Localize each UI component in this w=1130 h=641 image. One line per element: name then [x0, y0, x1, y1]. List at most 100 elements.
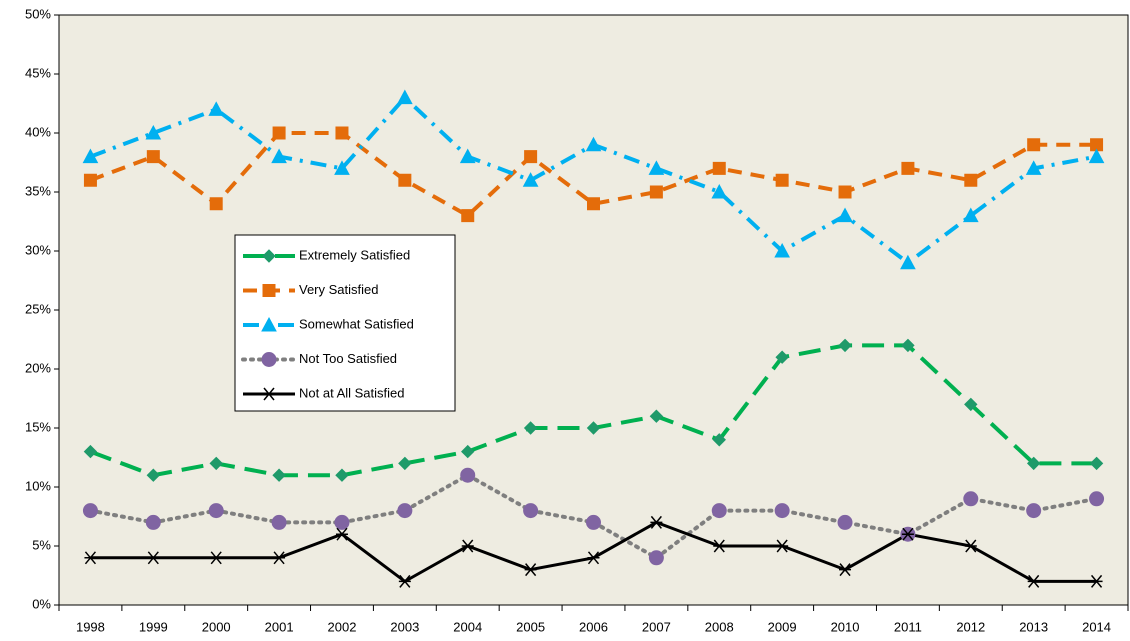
x-tick-label: 2009 [768, 619, 797, 634]
marker [524, 563, 537, 577]
x-tick-label: 2003 [390, 619, 419, 634]
marker [82, 503, 98, 519]
marker [650, 515, 663, 529]
marker [587, 197, 600, 211]
marker [712, 161, 726, 175]
legend-marker [263, 387, 275, 401]
y-tick-label: 45% [25, 65, 51, 80]
marker [1090, 138, 1104, 152]
marker [522, 172, 539, 187]
marker [459, 148, 476, 164]
y-tick-label: 10% [25, 478, 51, 493]
marker [397, 503, 413, 519]
marker [145, 124, 162, 140]
marker [461, 444, 475, 459]
marker [1089, 491, 1105, 507]
marker [900, 254, 916, 270]
marker [774, 242, 790, 258]
y-tick-label: 50% [25, 6, 51, 21]
marker [335, 468, 349, 482]
x-tick-label: 2012 [956, 619, 985, 634]
marker [461, 209, 475, 223]
marker [774, 503, 790, 519]
marker [397, 89, 413, 105]
marker [208, 101, 225, 116]
marker [962, 207, 979, 223]
marker [648, 160, 665, 175]
y-tick-label: 35% [25, 183, 51, 198]
marker [460, 467, 476, 483]
marker [272, 126, 286, 140]
legend-label: Not at All Satisfied [299, 385, 405, 400]
marker [334, 514, 350, 530]
marker [523, 421, 538, 435]
legend-label: Not Too Satisfied [299, 351, 397, 366]
y-tick-label: 15% [25, 419, 51, 434]
x-tick-label: 2002 [328, 619, 357, 634]
marker [335, 527, 348, 541]
y-tick-label: 30% [25, 242, 51, 257]
marker [838, 185, 852, 199]
marker [271, 514, 287, 530]
legend-box [234, 234, 456, 412]
marker [335, 126, 349, 140]
marker [585, 136, 602, 152]
marker [209, 197, 223, 211]
marker [964, 539, 977, 553]
x-tick-label: 2011 [894, 619, 922, 634]
marker [586, 421, 601, 435]
marker [461, 539, 474, 553]
marker [1027, 138, 1041, 152]
marker [272, 468, 286, 482]
y-tick-label: 40% [25, 124, 51, 139]
marker [147, 551, 160, 565]
marker [524, 150, 538, 164]
x-tick-label: 2004 [453, 619, 482, 634]
marker [964, 397, 978, 412]
marker [1089, 456, 1104, 471]
marker [837, 207, 853, 223]
marker [273, 551, 286, 565]
marker [146, 468, 161, 482]
marker [712, 433, 726, 447]
x-tick-label: 2001 [265, 619, 294, 634]
marker [711, 183, 728, 199]
legend-marker [261, 352, 277, 367]
legend-label: Somewhat Satisfied [299, 316, 414, 331]
x-tick-label: 2014 [1082, 619, 1111, 634]
marker [208, 503, 224, 519]
marker [1026, 456, 1041, 471]
marker [145, 514, 161, 530]
marker [963, 491, 979, 507]
marker [523, 503, 539, 519]
legend-marker [261, 316, 277, 332]
marker [398, 456, 412, 471]
marker [837, 514, 853, 530]
series-line [89, 131, 1097, 219]
marker [775, 173, 789, 187]
marker [711, 503, 727, 519]
marker [210, 551, 223, 565]
marker [1090, 574, 1103, 588]
legend-label: Very Satisfied [299, 282, 379, 297]
marker [146, 150, 160, 164]
x-tick-label: 2007 [642, 619, 671, 634]
x-tick-label: 2008 [705, 619, 734, 634]
marker [713, 539, 726, 553]
x-tick-label: 2006 [579, 619, 608, 634]
marker [1027, 574, 1040, 588]
marker [964, 173, 978, 187]
x-tick-label: 2010 [831, 619, 860, 634]
legend-marker [262, 249, 276, 263]
x-tick-label: 1999 [139, 619, 168, 634]
marker [776, 539, 789, 553]
legend-marker [262, 284, 276, 297]
marker [649, 409, 664, 423]
marker [84, 551, 97, 565]
marker [1026, 503, 1042, 519]
y-tick-label: 0% [32, 596, 51, 611]
x-tick-label: 2000 [202, 619, 231, 634]
marker [1088, 148, 1105, 164]
marker [83, 173, 97, 187]
